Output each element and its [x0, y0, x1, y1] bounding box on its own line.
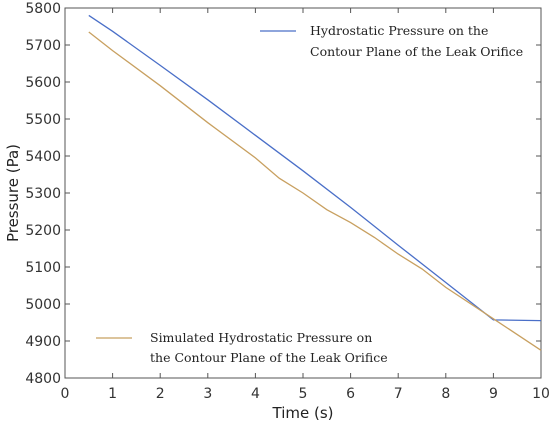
x-tick-label: 2 — [156, 386, 165, 402]
x-tick-label: 9 — [489, 386, 498, 402]
x-tick-label: 7 — [394, 386, 403, 402]
x-tick-label: 5 — [299, 386, 308, 402]
y-tick-label: 5200 — [25, 223, 61, 239]
legend-label-hydrostatic-line2: Contour Plane of the Leak Orifice — [310, 44, 523, 59]
y-tick-label: 5800 — [25, 1, 61, 17]
legend-label-simulated-line2: the Contour Plane of the Leak Orifice — [150, 350, 388, 365]
y-tick-label: 5300 — [25, 186, 61, 202]
y-tick-label: 4900 — [25, 334, 61, 350]
x-tick-label: 3 — [203, 386, 212, 402]
y-tick-label: 5000 — [25, 297, 61, 313]
y-tick-label: 5500 — [25, 112, 61, 128]
series-lines — [88, 14, 542, 351]
legend-label-hydrostatic-line1: Hydrostatic Pressure on the — [310, 23, 488, 38]
x-tick-label: 1 — [108, 386, 117, 402]
y-axis-label: Pressure (Pa) — [4, 144, 22, 242]
x-tick-label: 10 — [532, 386, 550, 402]
x-tick-label: 4 — [251, 386, 260, 402]
y-tick-label: 5600 — [25, 75, 61, 91]
y-tick-label: 5100 — [25, 260, 61, 276]
x-tick-label: 8 — [441, 386, 450, 402]
legend-label-simulated-line1: Simulated Hydrostatic Pressure on — [150, 330, 372, 345]
y-tick-label: 5400 — [25, 149, 61, 165]
y-tick-label: 4800 — [25, 371, 61, 387]
x-axis-label: Time (s) — [272, 404, 334, 422]
series-line-hydrostatic — [88, 14, 542, 322]
x-tick-label: 0 — [61, 386, 70, 402]
series-line-simulated — [88, 31, 542, 351]
legend: Hydrostatic Pressure on the Contour Plan… — [96, 23, 523, 365]
y-tick-label: 5700 — [25, 38, 61, 54]
axis-ticks: 0 1 2 3 4 5 6 7 8 9 10 4800 4900 5000 5100 5200 5300 5400… — [25, 1, 550, 402]
x-tick-label: 6 — [346, 386, 355, 402]
